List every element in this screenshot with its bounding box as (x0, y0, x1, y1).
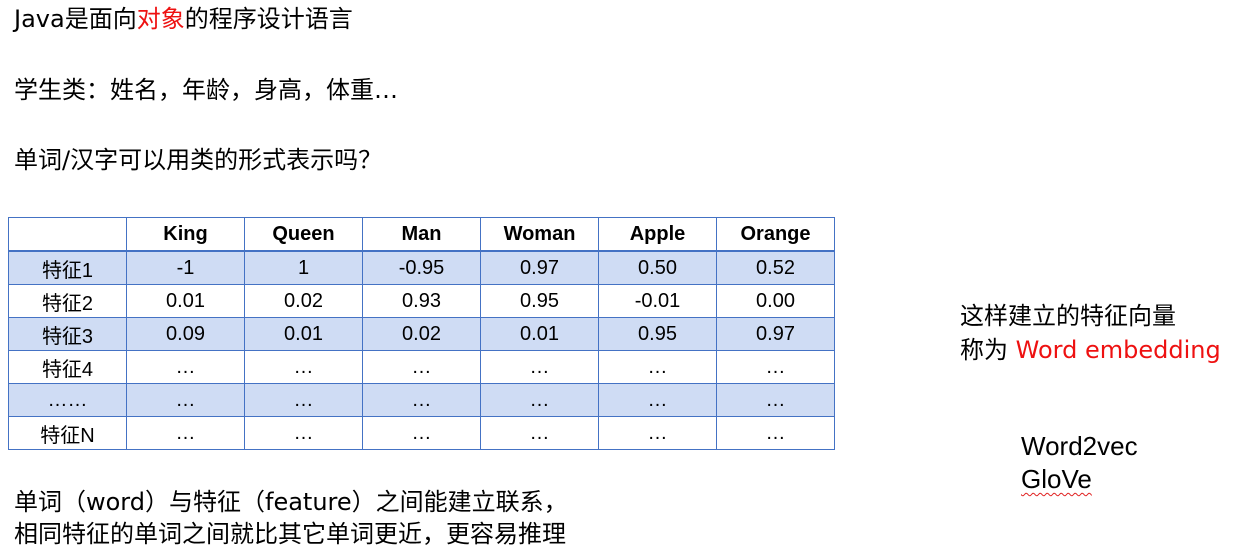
table-cell: 0.97 (716, 317, 835, 351)
table-cell: … (244, 383, 363, 417)
table-cell: … (244, 416, 363, 450)
row-label: …… (8, 383, 127, 417)
table-cell: -0.95 (362, 250, 481, 285)
column-header-king: King (126, 217, 245, 252)
table-cell: … (598, 350, 717, 384)
table-cell: … (126, 416, 245, 450)
table-cell: 0.52 (716, 250, 835, 285)
column-header-man: Man (362, 217, 481, 252)
table-row: 特征3 0.09 0.01 0.02 0.01 0.95 0.97 (8, 317, 835, 351)
table-cell: 0.01 (126, 284, 245, 318)
table-cell: -1 (126, 250, 245, 285)
column-header-apple: Apple (598, 217, 717, 252)
row-label: 特征4 (8, 350, 127, 384)
row-label: 特征N (8, 416, 127, 450)
table-row: …… … … … … … … (8, 383, 835, 417)
table-cell: … (480, 416, 599, 450)
table-cell: … (362, 383, 481, 417)
table-cell: 0.93 (362, 284, 481, 318)
table-cell: -0.01 (598, 284, 717, 318)
table-cell: … (598, 383, 717, 417)
table-cell: 0.97 (480, 250, 599, 285)
table-cell: 0.00 (716, 284, 835, 318)
intro-line-1-start: Java是面向 (14, 5, 137, 33)
embedding-note-line-2: 称为 Word embedding (960, 334, 1221, 366)
table-cell: 0.09 (126, 317, 245, 351)
method-word2vec: Word2vec (1021, 431, 1138, 461)
row-label: 特征3 (8, 317, 127, 351)
summary-line-1: 单词（word）与特征（feature）之间能建立联系， (14, 488, 568, 516)
table-cell: 1 (244, 250, 363, 285)
intro-line-3: 单词/汉字可以用类的形式表示吗？ (14, 146, 383, 174)
table-cell: … (362, 416, 481, 450)
table-row: 特征4 … … … … … … (8, 350, 835, 384)
table-cell: … (716, 383, 835, 417)
table-cell: 0.02 (362, 317, 481, 351)
table-row: 特征1 -1 1 -0.95 0.97 0.50 0.52 (8, 250, 835, 285)
column-header-orange: Orange (716, 217, 835, 252)
table-row: 特征2 0.01 0.02 0.93 0.95 -0.01 0.00 (8, 284, 835, 318)
table-cell: 0.50 (598, 250, 717, 285)
intro-line-1: Java是面向对象的程序设计语言 (14, 4, 353, 34)
table-corner-cell (8, 217, 127, 252)
embedding-note-line-1: 这样建立的特征向量 (960, 302, 1176, 330)
method-glove: GloVe (1021, 463, 1092, 495)
row-label: 特征1 (8, 250, 127, 285)
method-glove-text: GloVe (1021, 464, 1092, 494)
table-cell: 0.95 (480, 284, 599, 318)
table-cell: … (716, 350, 835, 384)
table-cell: … (126, 350, 245, 384)
table-cell: … (126, 383, 245, 417)
table-row: 特征N … … … … … … (8, 416, 835, 450)
table-cell: … (598, 416, 717, 450)
table-cell: … (244, 350, 363, 384)
table-cell: … (480, 383, 599, 417)
table-cell: … (716, 416, 835, 450)
row-label: 特征2 (8, 284, 127, 318)
table-cell: 0.95 (598, 317, 717, 351)
intro-line-2: 学生类：姓名，年龄，身高，体重… (14, 76, 398, 104)
intro-line-1-end: 的程序设计语言 (184, 5, 353, 33)
table-header-row: King Queen Man Woman Apple Orange (8, 217, 835, 252)
summary-line-2: 相同特征的单词之间就比其它单词更近，更容易推理 (14, 520, 566, 548)
table-cell: … (480, 350, 599, 384)
column-header-queen: Queen (244, 217, 363, 252)
table-cell: 0.02 (244, 284, 363, 318)
table-cell: 0.01 (480, 317, 599, 351)
word-embedding-term: Word embedding (1015, 336, 1221, 364)
feature-table: King Queen Man Woman Apple Orange 特征1 -1… (8, 217, 835, 450)
embedding-note-prefix: 称为 (960, 336, 1016, 364)
table-cell: 0.01 (244, 317, 363, 351)
intro-highlight-object: 对象 (136, 5, 185, 33)
column-header-woman: Woman (480, 217, 599, 252)
table-cell: … (362, 350, 481, 384)
